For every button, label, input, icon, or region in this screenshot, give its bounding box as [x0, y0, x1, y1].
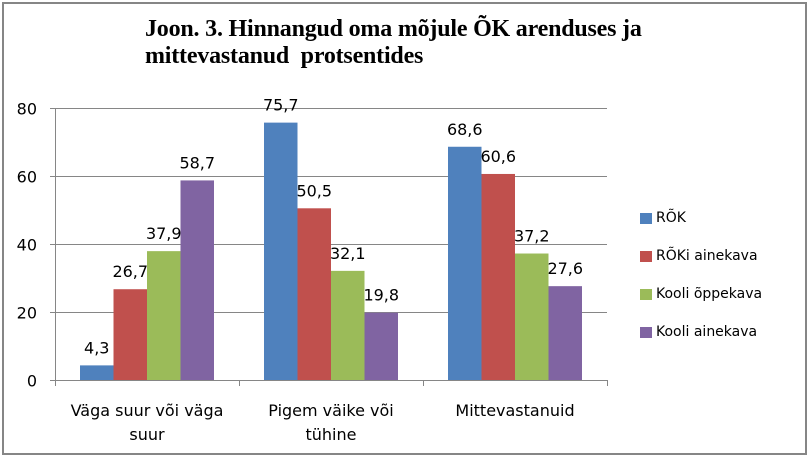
legend-swatch-kooli-oppekava [640, 288, 652, 300]
chart-title-line-2: mittevastanud protsentides [145, 43, 424, 69]
data-label: 27,6 [547, 259, 583, 278]
y-tick-label: 0 [27, 372, 37, 391]
legend-item: Kooli ainekava [640, 313, 762, 351]
bar [80, 365, 114, 380]
data-label: 37,9 [146, 224, 182, 243]
x-axis: Väga suur või väga suur Pigem väike või tüh… [55, 108, 608, 444]
data-label: 60,6 [480, 147, 516, 166]
data-label: 37,2 [514, 227, 550, 246]
bar [364, 312, 398, 380]
y-tick-label: 60 [17, 168, 37, 187]
y-axis-ticks: 0 20 40 60 80 [17, 100, 55, 391]
data-label: 4,3 [84, 338, 109, 357]
x-tick-label: Mittevastanuid [455, 401, 574, 420]
legend: RÕK RÕKi ainekava Kooli õppekava Kooli a… [640, 199, 762, 351]
bar [448, 146, 482, 380]
data-label: 75,7 [263, 96, 299, 115]
legend-swatch-rok [640, 212, 652, 224]
legend-item: RÕKi ainekava [640, 237, 762, 275]
data-label: 68,6 [447, 120, 483, 139]
data-label: 32,1 [330, 244, 366, 263]
data-label: 58,7 [179, 153, 215, 172]
chart-title-line-1: Joon. 3. Hinnangud oma mõjule ÕK arendus… [145, 16, 642, 42]
bar [331, 270, 365, 380]
bars [80, 122, 582, 381]
bar [147, 251, 181, 380]
bar [113, 289, 147, 380]
legend-label: Kooli ainekava [656, 324, 758, 340]
legend-swatch-roki-ainekava [640, 250, 652, 262]
bar [264, 122, 298, 381]
bar [548, 286, 582, 380]
legend-label: RÕK [656, 210, 686, 226]
chart-title: Joon. 3. Hinnangud oma mõjule ÕK arendus… [145, 16, 705, 70]
data-label: 50,5 [296, 181, 332, 200]
legend-item: Kooli õppekava [640, 275, 762, 313]
legend-swatch-kooli-ainekava [640, 326, 652, 338]
legend-label: RÕKi ainekava [656, 248, 758, 264]
legend-label: Kooli õppekava [656, 286, 763, 302]
y-tick-label: 40 [17, 236, 37, 255]
legend-item: RÕK [640, 199, 762, 237]
y-tick-label: 20 [17, 304, 37, 323]
bar [481, 173, 515, 380]
x-tick-label: Väga suur või väga [71, 401, 224, 420]
data-label: 19,8 [363, 286, 399, 305]
bar [180, 180, 214, 380]
data-label: 26,7 [112, 262, 148, 281]
x-tick-label: tühine [306, 425, 357, 444]
y-tick-label: 80 [17, 100, 37, 119]
bar [515, 253, 549, 380]
bar [297, 208, 331, 380]
data-labels: 4,3 75,7 68,6 26,7 50,5 60,6 37,9 32,1 37,2 58,7 1… [84, 96, 583, 358]
x-tick-label: suur [129, 425, 165, 444]
x-tick-label: Pigem väike või [268, 401, 393, 420]
